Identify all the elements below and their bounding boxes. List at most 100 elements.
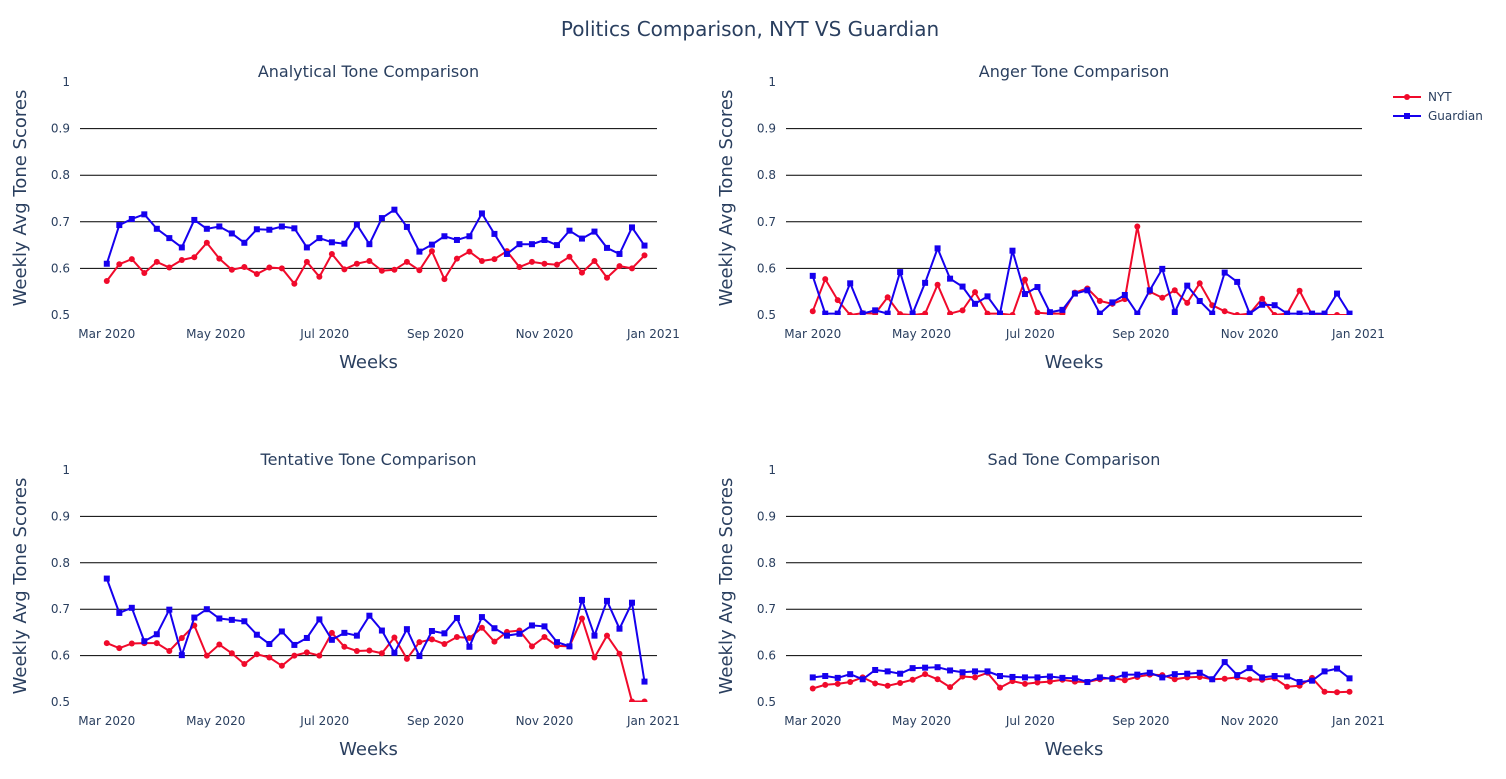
data-point: [1234, 312, 1241, 315]
data-point: [1196, 298, 1203, 305]
data-point: [466, 634, 473, 641]
data-point: [516, 241, 523, 248]
data-point: [1171, 671, 1178, 678]
data-point: [291, 652, 298, 659]
data-point: [1021, 291, 1028, 298]
data-point: [1096, 674, 1103, 681]
data-point: [391, 266, 398, 273]
x-tick-label: Nov 2020: [1221, 327, 1279, 341]
x-tick-label: Jan 2021: [626, 327, 680, 341]
data-point: [1309, 677, 1316, 684]
x-tick-label: Nov 2020: [516, 327, 574, 341]
data-point: [972, 674, 979, 681]
data-point: [203, 652, 210, 659]
x-axis-label: Weeks: [1045, 739, 1104, 760]
data-point: [1134, 671, 1141, 678]
data-point: [591, 257, 598, 264]
data-point: [1046, 309, 1053, 315]
data-point: [847, 280, 854, 287]
data-point: [116, 261, 123, 268]
data-point: [1121, 291, 1128, 298]
subplot-title: Anger Tone Comparison: [979, 62, 1169, 81]
data-point: [1046, 673, 1053, 680]
data-point: [241, 264, 248, 271]
data-point: [616, 250, 623, 257]
data-point: [1021, 680, 1028, 687]
data-point: [972, 668, 979, 675]
data-point: [1059, 306, 1066, 313]
y-tick-label: 0.8: [757, 168, 776, 182]
subplot-1: 0.5 0.6 0.7 0.8 0.9 1 Mar 2020 May 2020 Jul 2020…: [10, 62, 680, 373]
data-point: [128, 256, 135, 263]
data-point: [1159, 265, 1166, 272]
data-point: [1009, 673, 1016, 680]
data-point: [1346, 310, 1353, 315]
data-point: [859, 676, 866, 683]
data-point: [291, 641, 298, 648]
data-point: [103, 640, 110, 647]
x-tick-label: Mar 2020: [784, 327, 841, 341]
data-point: [1184, 282, 1191, 289]
data-point: [972, 300, 979, 307]
data-point: [1059, 674, 1066, 681]
y-tick-label: 0.7: [757, 602, 776, 616]
figure-title: Politics Comparison, NYT VS Guardian: [561, 17, 939, 41]
data-point: [1321, 668, 1328, 675]
data-point: [491, 256, 498, 263]
data-point: [453, 615, 460, 622]
legend-item-guardian[interactable]: Guardian: [1393, 109, 1483, 123]
data-point: [441, 641, 448, 647]
data-point: [316, 235, 323, 242]
data-point: [153, 258, 160, 265]
data-point: [972, 289, 979, 296]
series-nyt: [103, 615, 648, 702]
x-axis-label: Weeks: [1045, 352, 1104, 373]
data-point: [1221, 269, 1228, 276]
data-point: [241, 618, 248, 625]
data-point: [959, 669, 966, 676]
data-point: [303, 258, 310, 265]
y-tick-label: 0.5: [51, 308, 70, 322]
data-point: [872, 680, 879, 687]
data-point: [503, 632, 510, 639]
y-axis-label: Weekly Avg Tone Scores: [716, 90, 737, 307]
series-guardian: [103, 575, 648, 685]
x-tick-label: May 2020: [892, 327, 951, 341]
data-point: [128, 604, 135, 611]
data-point: [516, 630, 523, 637]
data-point: [566, 643, 573, 650]
data-point: [872, 307, 879, 314]
legend-item-nyt[interactable]: NYT: [1393, 90, 1452, 104]
data-point: [1259, 301, 1266, 308]
data-point: [1109, 675, 1116, 682]
data-point: [541, 623, 548, 630]
data-point: [1071, 290, 1078, 297]
data-point: [491, 638, 498, 645]
data-point: [1284, 673, 1291, 680]
data-point: [1334, 665, 1341, 672]
data-point: [1209, 310, 1216, 315]
data-point: [366, 257, 373, 264]
data-point: [353, 221, 360, 228]
data-point: [1271, 312, 1278, 315]
x-tick-label: May 2020: [186, 714, 245, 728]
data-point: [947, 684, 954, 691]
x-tick-label: Jan 2021: [626, 714, 680, 728]
data-point: [228, 616, 235, 623]
series-line: [105, 241, 646, 286]
x-tick-label: Jan 2021: [1331, 714, 1385, 728]
y-tick-label: 1: [768, 463, 776, 477]
data-point: [378, 267, 385, 274]
data-point: [578, 269, 585, 276]
data-point: [591, 228, 598, 235]
y-tick-label: 0.5: [51, 695, 70, 709]
data-point: [391, 634, 398, 641]
data-point: [216, 255, 223, 262]
data-point: [428, 636, 435, 643]
data-point: [403, 626, 410, 633]
data-point: [278, 265, 285, 272]
data-point: [809, 685, 816, 692]
data-point: [116, 222, 123, 229]
data-point: [934, 245, 941, 252]
